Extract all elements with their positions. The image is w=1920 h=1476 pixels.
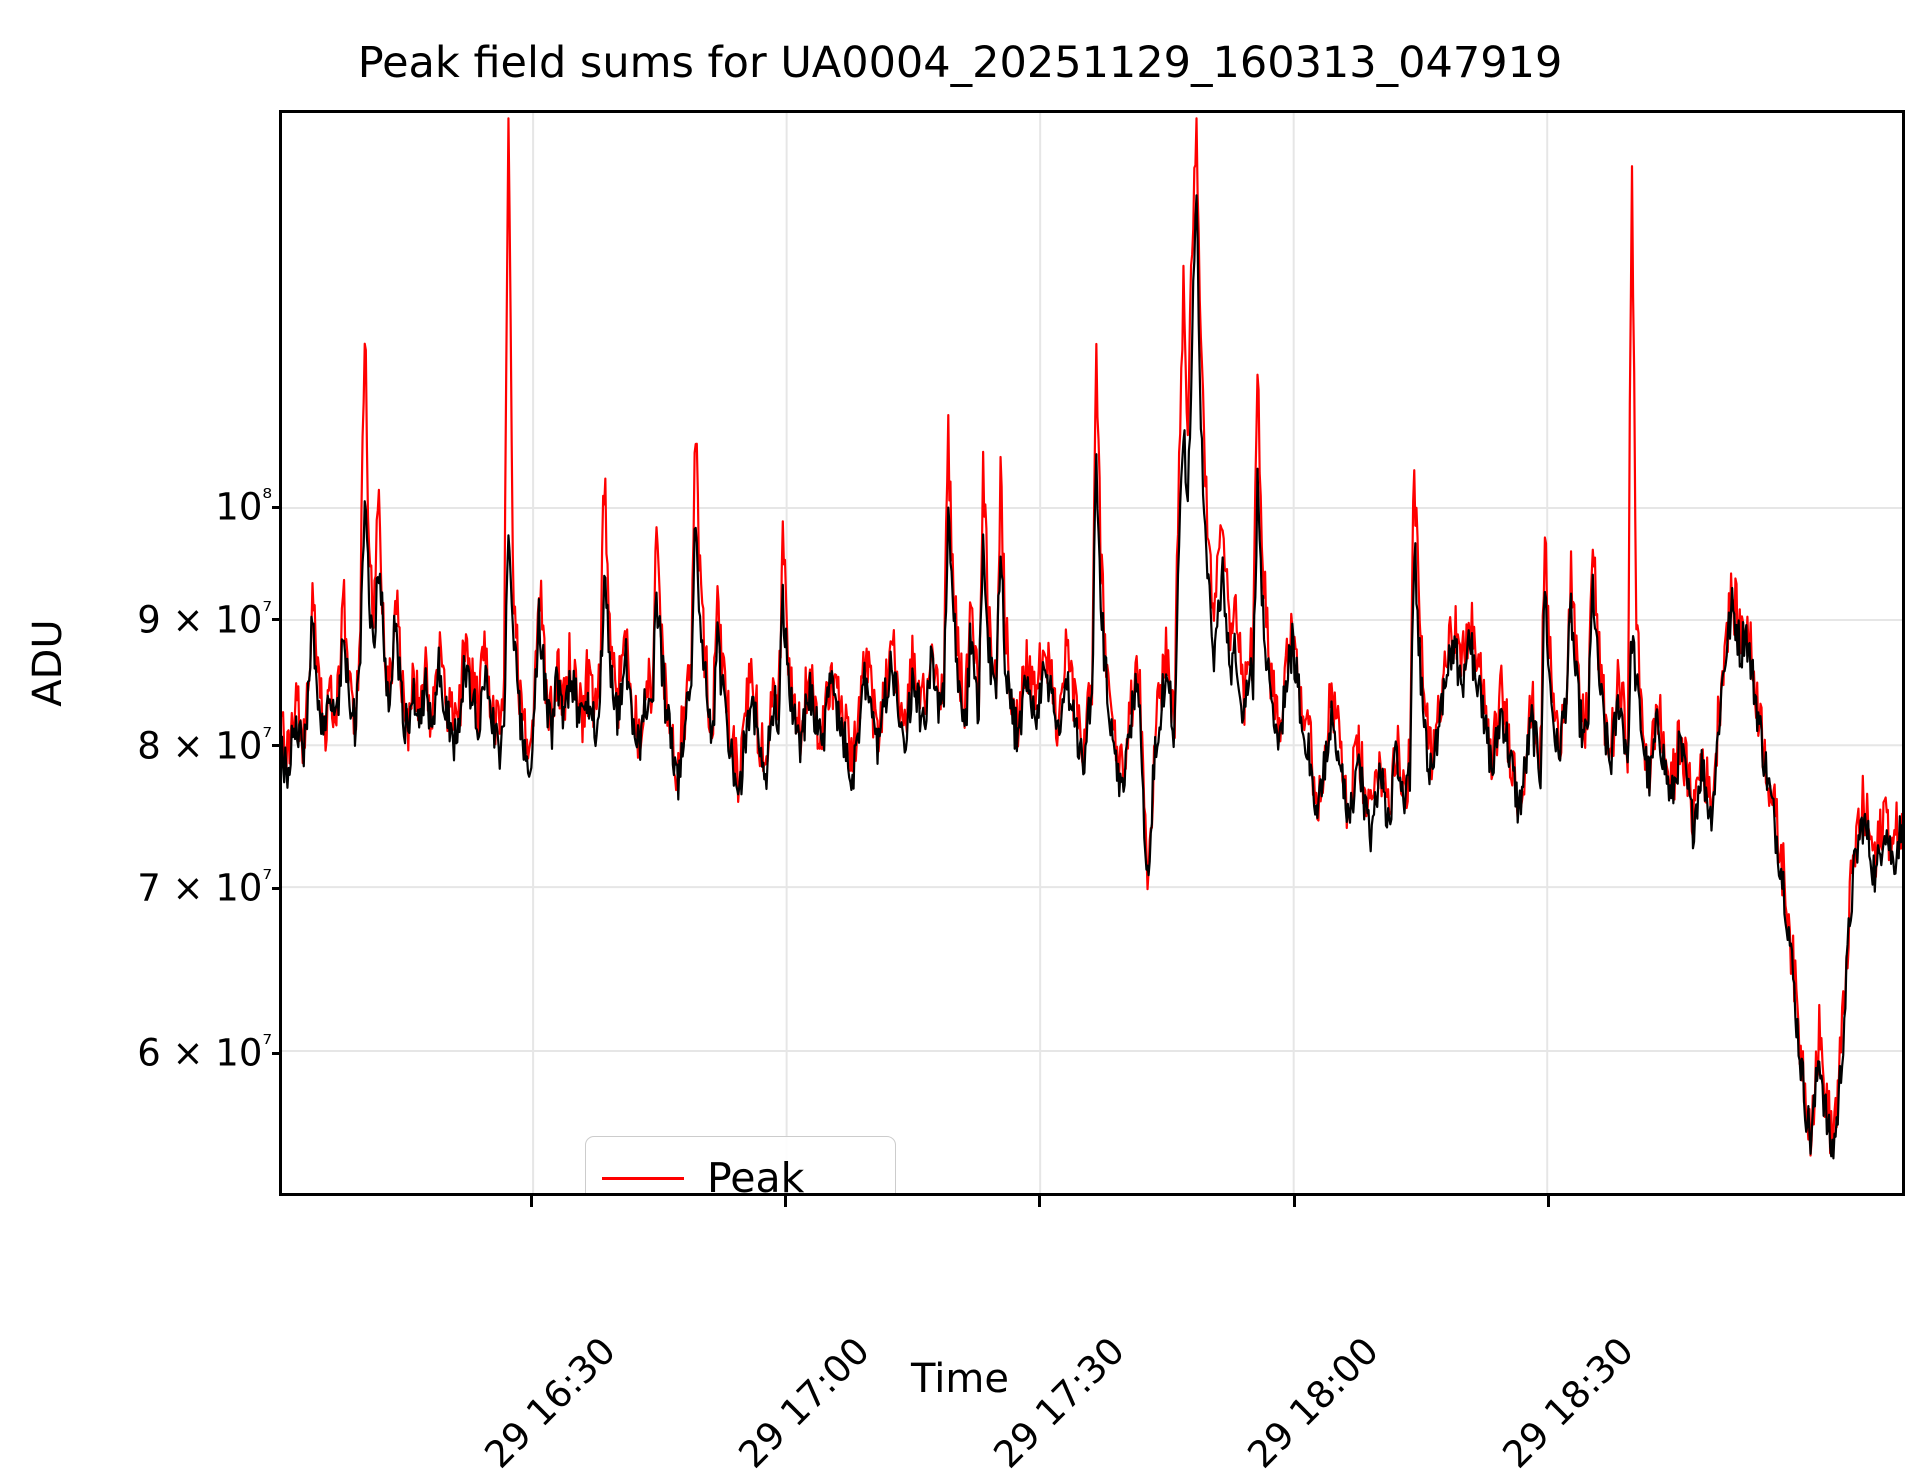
- x-axis-tick-labels: 29 16:30 29 17:00 29 17:30 29 18:00 29 18:30: [279, 1196, 1905, 1476]
- legend-item-peak: Peak: [602, 1150, 875, 1196]
- x-tick-label: 29 18:30: [1494, 1329, 1642, 1476]
- x-tick-mark: [1038, 1196, 1042, 1207]
- x-tick-mark: [529, 1196, 533, 1207]
- x-tick-label: 29 16:30: [476, 1329, 624, 1476]
- x-tick-mark: [1547, 1196, 1551, 1207]
- y-tick-mark: [272, 886, 283, 890]
- y-tick-mark: [272, 618, 283, 622]
- x-axis-title: Time: [911, 1356, 1009, 1402]
- y-axis-tick-labels: 6 × 10⁷ 7 × 10⁷ 8 × 10⁷ 9 × 10⁷ 10⁸: [0, 110, 283, 1196]
- plot-lines: [282, 113, 1902, 1193]
- y-tick-label: 6 × 10⁷: [137, 1030, 272, 1075]
- y-tick-label: 7 × 10⁷: [137, 865, 272, 910]
- y-tick-label: 8 × 10⁷: [137, 722, 272, 768]
- y-tick-mark: [272, 505, 283, 509]
- y-tick-mark: [272, 1051, 283, 1055]
- legend: Peak Average: [585, 1136, 897, 1196]
- series-line-average: [282, 195, 1902, 1158]
- figure-canvas: Peak field sums for UA0004_20251129_1603…: [0, 38, 1905, 1476]
- y-tick-mark: [272, 744, 283, 748]
- x-tick-mark: [783, 1196, 787, 1207]
- y-tick-label: 9 × 10⁷: [137, 596, 272, 642]
- series-line-peak: [282, 118, 1902, 1155]
- plot-area: Peak Average: [279, 110, 1905, 1196]
- legend-label-peak: Peak: [707, 1153, 805, 1196]
- chart-title: Peak field sums for UA0004_20251129_1603…: [357, 38, 1563, 88]
- y-tick-label: 10⁸: [215, 484, 272, 529]
- x-tick-label: 29 18:00: [1239, 1329, 1388, 1476]
- x-tick-mark: [1292, 1196, 1296, 1207]
- x-tick-label: 29 17:00: [730, 1329, 879, 1476]
- x-tick-label: 29 17:30: [985, 1329, 1133, 1476]
- legend-swatch-peak: [602, 1176, 684, 1180]
